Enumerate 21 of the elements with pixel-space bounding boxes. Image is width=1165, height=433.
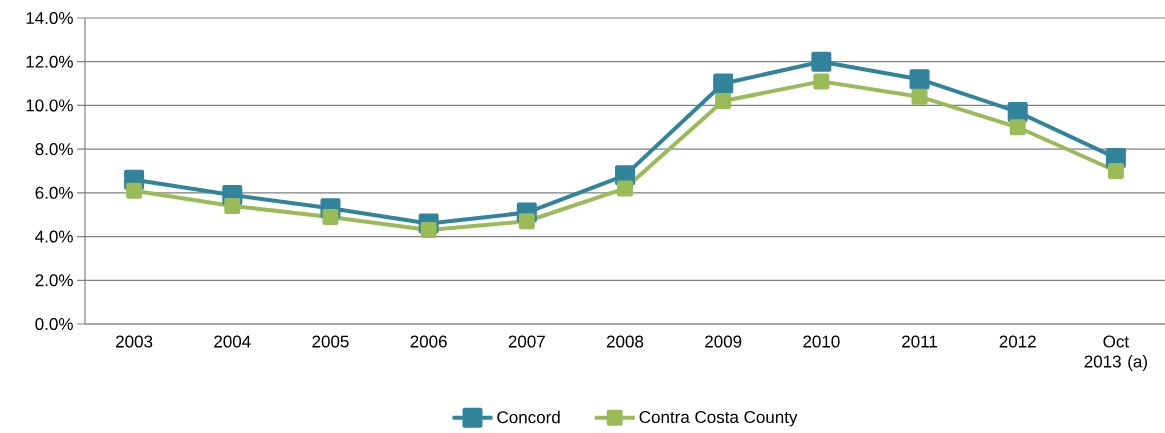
y-tick-label: 6.0% (35, 186, 73, 199)
x-tick-label: 2010 (803, 335, 840, 348)
x-tick-label: 2009 (705, 335, 742, 348)
y-tick-label: 4.0% (35, 230, 73, 243)
x-tick-label: 2008 (606, 335, 644, 348)
y-tick-label: 12.0% (26, 55, 73, 68)
y-tick-label: 8.0% (35, 143, 73, 156)
x-tick-label: 2007 (508, 335, 545, 348)
y-tick-label: 10.0% (26, 99, 73, 112)
x-tick-label: 2004 (214, 335, 251, 348)
legend-label: Concord (497, 410, 560, 424)
x-tick-label: 2005 (312, 335, 349, 348)
y-tick-label: 14.0% (26, 11, 73, 25)
x-tick-label: 2006 (410, 335, 447, 348)
x-tick-label: 2012 (999, 335, 1036, 348)
x-tick-label: 2003 (116, 335, 153, 348)
y-tick-label: 0.0% (35, 317, 73, 331)
legend-label: Contra Costa County (639, 411, 798, 427)
x-tick-label: 2011 (902, 335, 937, 348)
y-tick-label: 2.0% (35, 274, 73, 287)
x-tick-label: Oct 2013 (a) (1084, 335, 1147, 371)
